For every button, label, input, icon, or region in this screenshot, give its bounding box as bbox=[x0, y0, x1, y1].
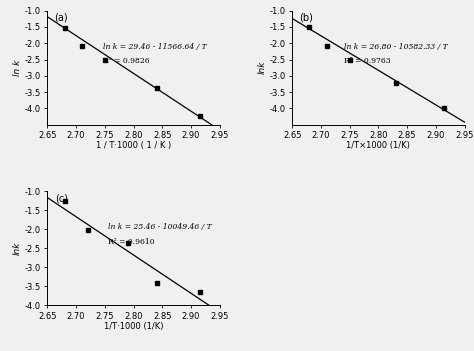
X-axis label: 1/T×1000 (1/K): 1/T×1000 (1/K) bbox=[346, 141, 410, 151]
Text: ln k = 25.46 - 10049.46 / T: ln k = 25.46 - 10049.46 / T bbox=[108, 223, 211, 231]
Text: ln k = 26.80 - 10582.33 / T: ln k = 26.80 - 10582.33 / T bbox=[344, 42, 447, 51]
X-axis label: 1 / T·1000 ( 1 / K ): 1 / T·1000 ( 1 / K ) bbox=[96, 141, 171, 151]
Text: R² = 0.9763: R² = 0.9763 bbox=[344, 57, 391, 65]
Text: (c): (c) bbox=[55, 193, 68, 203]
Text: (b): (b) bbox=[299, 13, 313, 23]
Y-axis label: ln k: ln k bbox=[13, 59, 22, 76]
X-axis label: 1/T·1000 (1/K): 1/T·1000 (1/K) bbox=[104, 322, 164, 331]
Text: ln k = 29.46 - 11566.64 / T: ln k = 29.46 - 11566.64 / T bbox=[102, 42, 206, 51]
Text: (a): (a) bbox=[55, 13, 68, 23]
Text: R² = 0.9826: R² = 0.9826 bbox=[102, 57, 149, 65]
Y-axis label: lnk: lnk bbox=[13, 241, 22, 255]
Y-axis label: lnk: lnk bbox=[258, 61, 267, 74]
Text: R² = 0.9610: R² = 0.9610 bbox=[108, 238, 155, 246]
